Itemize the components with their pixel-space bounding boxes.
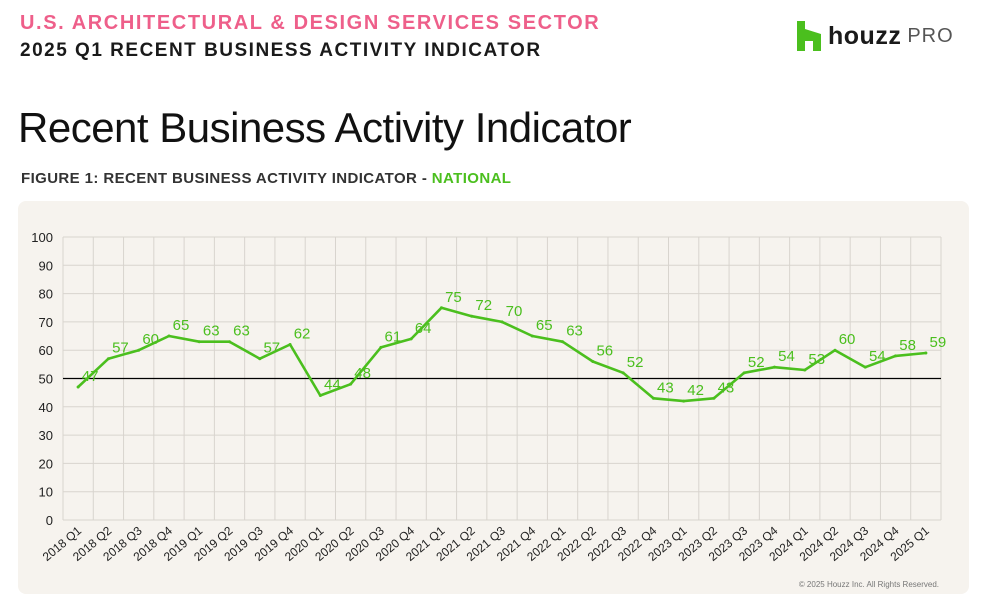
data-label: 52 (627, 354, 644, 371)
data-point (228, 340, 232, 344)
y-tick-label: 40 (39, 400, 53, 415)
data-label: 63 (233, 323, 250, 340)
data-point (894, 354, 898, 358)
data-point (621, 371, 625, 375)
data-label: 56 (596, 343, 613, 360)
logo-wordmark: houzz (828, 21, 902, 50)
data-label: 63 (203, 323, 220, 340)
data-point (288, 343, 292, 347)
data-point (682, 399, 686, 403)
logo-pro-suffix: PRO (907, 24, 954, 47)
figure-caption-region: NATIONAL (431, 170, 512, 187)
data-point (742, 371, 746, 375)
data-label: 60 (142, 331, 159, 348)
data-point (167, 334, 171, 338)
data-label: 75 (445, 289, 462, 306)
data-point (439, 306, 443, 310)
data-label: 42 (687, 382, 704, 399)
data-label: 43 (657, 379, 674, 396)
data-point (137, 348, 141, 352)
data-label: 59 (930, 334, 947, 351)
y-tick-label: 0 (46, 513, 53, 528)
data-label: 48 (354, 365, 371, 382)
data-label: 70 (506, 303, 523, 320)
data-point (561, 340, 565, 344)
copyright-notice: © 2025 Houzz Inc. All Rights Reserved. (798, 580, 939, 589)
data-point (924, 351, 928, 355)
data-label: 44 (324, 376, 341, 393)
data-label: 65 (173, 317, 190, 334)
data-label: 65 (536, 317, 553, 334)
y-tick-label: 100 (31, 230, 53, 245)
data-label: 58 (899, 337, 916, 354)
data-point (500, 320, 504, 324)
y-tick-label: 80 (39, 287, 53, 302)
data-point (379, 345, 383, 349)
data-label: 54 (869, 348, 886, 365)
data-label: 64 (415, 320, 432, 337)
sector-title: U.S. ARCHITECTURAL & DESIGN SERVICES SEC… (20, 12, 601, 34)
data-label: 60 (839, 331, 856, 348)
page-title: Recent Business Activity Indicator (18, 104, 632, 151)
data-label: 62 (294, 326, 311, 343)
data-point (530, 334, 534, 338)
data-point (651, 396, 655, 400)
data-point (833, 348, 837, 352)
data-point (197, 340, 201, 344)
data-label: 52 (748, 354, 765, 371)
data-point (318, 393, 322, 397)
data-point (349, 382, 353, 386)
y-tick-label: 20 (39, 456, 53, 471)
y-tick-label: 50 (39, 372, 53, 387)
data-point (258, 357, 262, 361)
houzz-logo-icon (797, 21, 821, 51)
data-label: 57 (112, 340, 129, 357)
data-point (409, 337, 413, 341)
data-point (803, 368, 807, 372)
chart-panel: 0 10 20 30 40 50 60 70 80 90 100 47 57 60 65 63 63 57 62 44… (18, 201, 969, 594)
data-label: 72 (475, 297, 492, 314)
data-point (470, 314, 474, 318)
data-point (106, 357, 110, 361)
data-label: 61 (385, 328, 402, 345)
y-tick-label: 60 (39, 343, 53, 358)
data-label: 53 (808, 351, 825, 368)
data-label: 54 (778, 348, 795, 365)
data-label: 57 (263, 340, 280, 357)
data-label: 43 (718, 379, 735, 396)
data-label: 63 (566, 323, 583, 340)
figure-caption-prefix: FIGURE 1: RECENT BUSINESS ACTIVITY INDIC… (21, 170, 432, 187)
data-point (712, 396, 716, 400)
data-point (591, 360, 595, 364)
houzz-pro-logo[interactable]: houzz PRO (797, 20, 954, 52)
y-tick-label: 90 (39, 258, 53, 273)
report-subtitle: 2025 Q1 RECENT BUSINESS ACTIVITY INDICAT… (20, 40, 542, 61)
data-label: 47 (82, 368, 99, 385)
y-tick-label: 30 (39, 428, 53, 443)
y-tick-label: 70 (39, 315, 53, 330)
y-tick-label: 10 (39, 485, 53, 500)
data-point (76, 385, 80, 389)
data-point (863, 365, 867, 369)
data-point (772, 365, 776, 369)
figure-caption: FIGURE 1: RECENT BUSINESS ACTIVITY INDIC… (21, 170, 511, 187)
business-activity-line-chart: 0 10 20 30 40 50 60 70 80 90 100 47 57 60 65 63 63 57 62 44… (31, 230, 947, 564)
